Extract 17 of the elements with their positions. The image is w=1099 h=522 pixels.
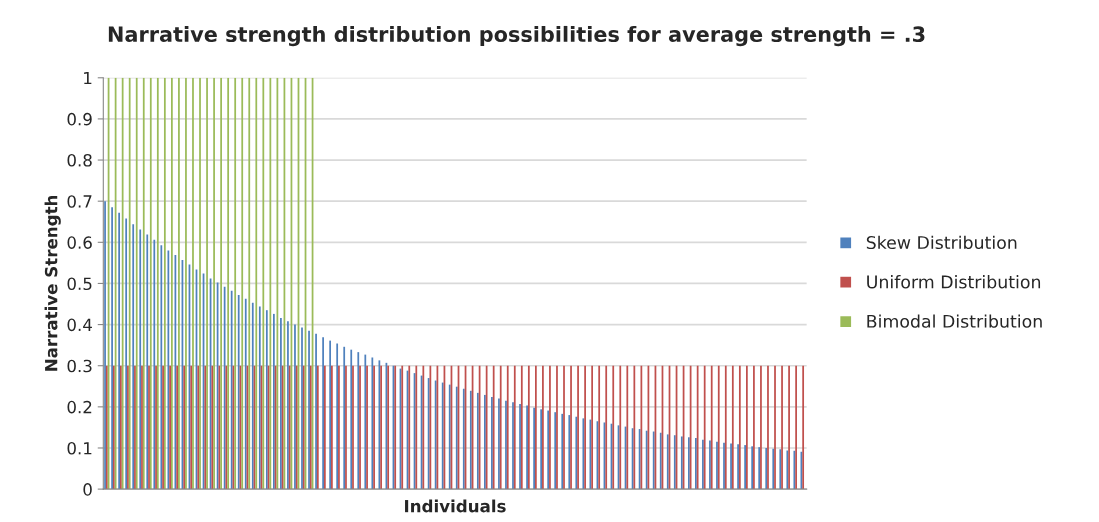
y-tick-label: 0.5 [67,277,92,291]
y-tick-label: 0.6 [67,236,92,249]
y-tick-label: 0.1 [67,441,92,455]
y-tick-label: 0.2 [67,400,92,414]
y-axis-title: Narrative Strength [44,195,61,371]
y-tick-label: 0.3 [67,359,92,373]
y-tick-label: 0.4 [67,318,92,332]
legend-label: Skew Distribution [866,235,1017,250]
y-tick-label: 0.7 [67,195,92,208]
y-tick-label: 1 [84,71,92,85]
y-tick-label: 0 [83,483,92,496]
legend-label: Bimodal Distribution [867,314,1042,328]
x-axis-title: Individuals [405,499,506,513]
y-tick-label: 0.8 [67,154,92,167]
legend-label: Uniform Distribution [867,275,1041,289]
y-tick-label: 0.9 [67,112,92,126]
chart-title: Narrative strength distribution possibilities for average strength = .3 [108,25,925,47]
